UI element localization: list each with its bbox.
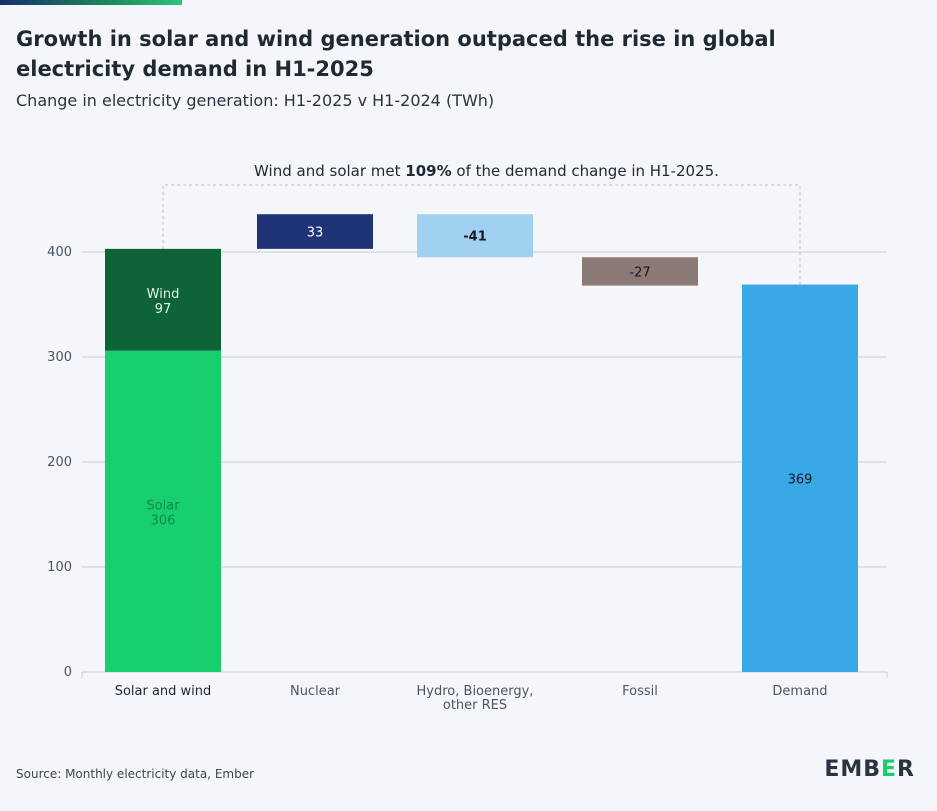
bar-label-solar-value: 306 bbox=[151, 513, 176, 528]
y-tick-label: 400 bbox=[47, 245, 72, 260]
x-category-label: other RES bbox=[443, 698, 507, 713]
y-tick-label: 100 bbox=[47, 560, 72, 575]
bar-nuclear bbox=[257, 214, 373, 249]
bar-solar bbox=[105, 350, 221, 672]
annotation-suffix: of the demand change in H1-2025. bbox=[452, 162, 719, 180]
source-note: Source: Monthly electricity data, Ember bbox=[16, 767, 255, 781]
annotation-text: Wind and solar met 109% of the demand ch… bbox=[254, 162, 719, 180]
bar-hydro-bioenergy-other-res bbox=[417, 214, 533, 258]
x-category-label: Fossil bbox=[622, 684, 658, 699]
bar-label-fossil-value: -27 bbox=[629, 265, 650, 280]
x-category-label: Solar and wind bbox=[115, 684, 212, 699]
ember-logo: EMBER bbox=[824, 757, 915, 782]
x-category-label: Demand bbox=[772, 684, 827, 699]
bar-label-wind-name: Wind bbox=[147, 287, 180, 302]
y-tick-label: 200 bbox=[47, 455, 72, 470]
bar-fossil bbox=[582, 257, 698, 286]
bar-label-hydro-bioenergy-other-res-value: -41 bbox=[463, 230, 487, 245]
bar-wind bbox=[105, 248, 221, 351]
y-tick-label: 300 bbox=[47, 350, 72, 365]
annotation-prefix: Wind and solar met bbox=[254, 162, 405, 180]
bar-label-solar-name: Solar bbox=[146, 498, 180, 513]
chart-title: Growth in solar and wind generation outp… bbox=[16, 27, 776, 81]
bar-label-nuclear-value: 33 bbox=[307, 226, 324, 241]
bar-label-demand-value: 369 bbox=[788, 472, 813, 487]
y-tick-label: 0 bbox=[64, 665, 72, 680]
chart-subtitle: Change in electricity generation: H1-202… bbox=[16, 91, 495, 110]
bar-label-wind-value: 97 bbox=[155, 302, 172, 317]
chart-area: 0 100 200 300 400 Wind and solar met 109% of … bbox=[0, 140, 937, 730]
waterfall-chart: 0 100 200 300 400 Wind and solar met 109% of … bbox=[47, 162, 888, 713]
accent-bar bbox=[0, 0, 182, 5]
x-category-label: Hydro, Bioenergy, bbox=[417, 684, 534, 699]
annotation-highlight: 109% bbox=[405, 162, 451, 180]
demand-coverage-bracket bbox=[162, 184, 801, 285]
bar-demand bbox=[742, 284, 858, 672]
x-category-label: Nuclear bbox=[290, 684, 341, 699]
